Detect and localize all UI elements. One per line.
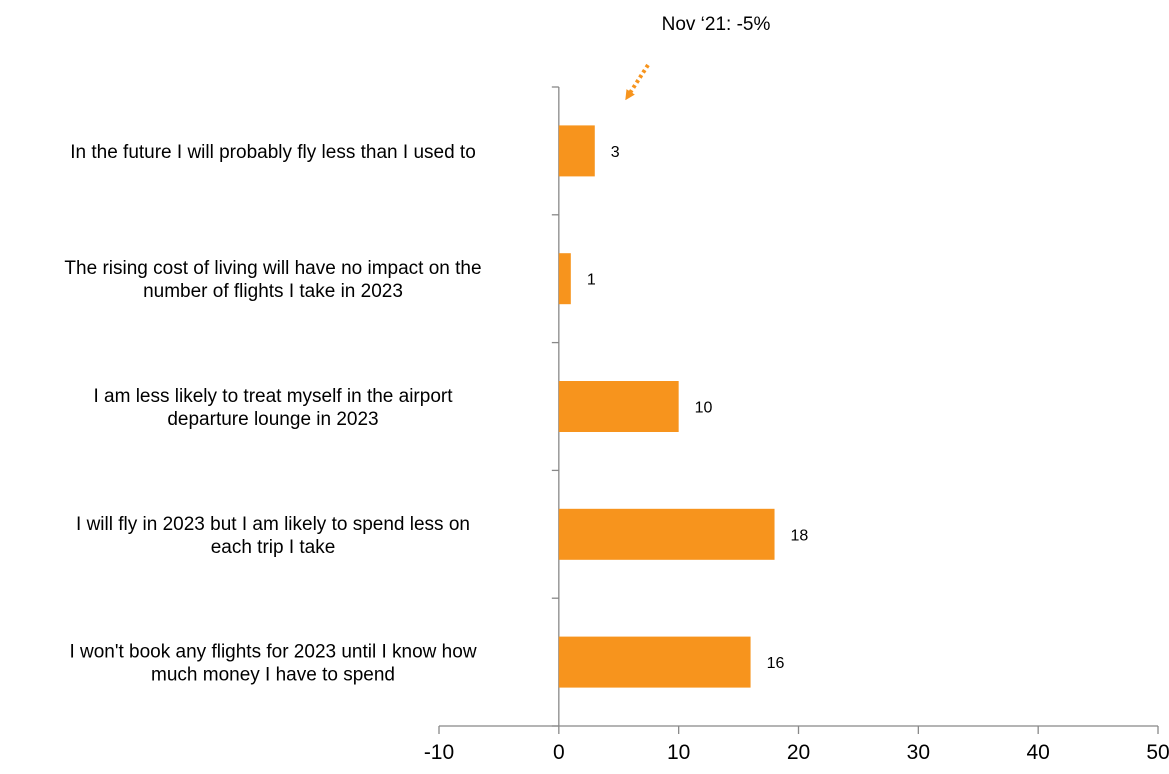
category-label-line: departure lounge in 2023: [167, 409, 378, 430]
annotation-arrow: [625, 63, 650, 101]
bar: [558, 253, 571, 305]
annotation-label: Nov ‘21: -5%: [662, 14, 771, 35]
axes: [438, 86, 1159, 734]
category-label-line: each trip I take: [211, 537, 336, 558]
x-tick-label: 10: [667, 741, 690, 764]
data-label: 10: [695, 400, 713, 417]
x-tick-label: -10: [424, 741, 454, 764]
category-label: I will fly in 2023 but I am likely to sp…: [76, 514, 470, 558]
bar: [558, 125, 595, 177]
x-tick-label: 30: [907, 741, 930, 764]
x-tick-label: 20: [787, 741, 810, 764]
x-tick-label: 0: [553, 741, 565, 764]
category-label: I won't book any flights for 2023 until …: [69, 642, 476, 686]
category-label: The rising cost of living will have no i…: [64, 258, 481, 302]
bar: [558, 636, 751, 688]
data-label: 1: [587, 272, 596, 289]
category-label-line: much money I have to spend: [151, 665, 395, 686]
category-label-line: The rising cost of living will have no i…: [64, 258, 481, 279]
x-tick-label: 40: [1026, 741, 1049, 764]
category-label-line: I am less likely to treat myself in the …: [93, 386, 453, 407]
category-label-line: In the future I will probably fly less t…: [70, 142, 476, 163]
category-label: I am less likely to treat myself in the …: [93, 386, 453, 430]
category-label: In the future I will probably fly less t…: [70, 142, 476, 163]
data-label: 16: [767, 655, 785, 672]
category-label-line: I will fly in 2023 but I am likely to sp…: [76, 514, 470, 535]
labels: -10 0 10 20 30 40 50 3 In the future I will prob…: [64, 142, 1169, 764]
x-tick-label: 50: [1146, 741, 1169, 764]
bars: [558, 125, 775, 688]
annotation: Nov ‘21: -5%: [625, 14, 771, 101]
category-label-line: number of flights I take in 2023: [143, 281, 403, 302]
data-label: 3: [611, 144, 620, 161]
category-label-line: I won't book any flights for 2023 until …: [69, 642, 476, 663]
bar: [558, 508, 775, 560]
bar: [558, 381, 679, 432]
data-label: 18: [791, 527, 809, 544]
